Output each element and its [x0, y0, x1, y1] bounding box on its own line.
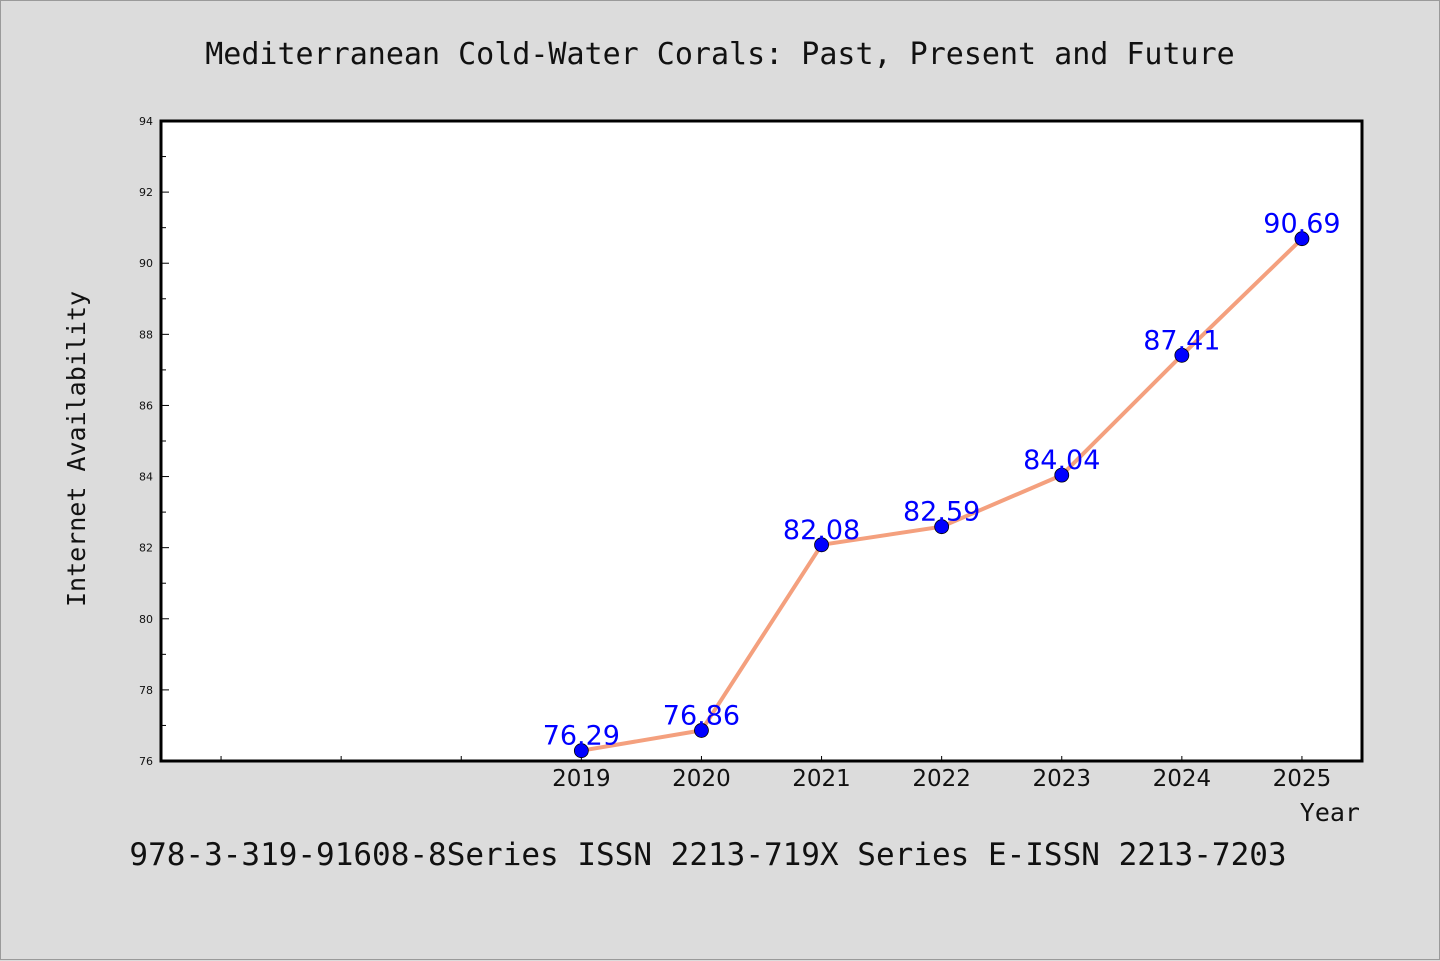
x-axis-label: Year — [1300, 798, 1360, 827]
data-label: 87.41 — [1143, 325, 1220, 356]
chart-title: Mediterranean Cold-Water Corals: Past, P… — [205, 37, 1235, 72]
x-tick-label: 2021 — [792, 766, 851, 792]
data-point — [694, 723, 709, 738]
y-tick-label: 94 — [139, 115, 153, 128]
data-label: 76.29 — [543, 721, 620, 752]
series-layer — [573, 231, 1310, 759]
data-point — [1294, 231, 1310, 247]
data-label: 90.69 — [1263, 209, 1340, 240]
x-tick-label: 2019 — [552, 766, 611, 792]
y-tick-label: 84 — [139, 471, 153, 484]
x-tick-label: 2020 — [672, 766, 731, 792]
plot-area — [159, 119, 1364, 763]
y-tick-label: 88 — [139, 328, 153, 341]
y-tick-label: 76 — [139, 755, 153, 768]
y-axis: 76 78 80 82 84 86 88 90 92 94 — [139, 115, 169, 768]
x-tick-label: 2022 — [912, 766, 971, 792]
data-point — [1054, 467, 1070, 483]
y-tick-label: 78 — [139, 684, 153, 697]
data-label: 82.59 — [903, 497, 980, 528]
y-tick-label: 80 — [139, 613, 153, 626]
data-labels: 76.29 76.86 82.08 82.59 84.04 87.41 90.69 — [543, 209, 1341, 752]
y-tick-label: 82 — [139, 542, 153, 555]
x-tick-label: 2024 — [1153, 766, 1212, 792]
data-point — [814, 537, 829, 553]
footer-isbn-text: 978-3-319-91608-8Series ISSN 2213-719X S… — [129, 837, 1286, 873]
x-tick-label: 2025 — [1273, 766, 1332, 792]
x-tick-label: 2023 — [1032, 766, 1091, 792]
data-label: 76.86 — [663, 700, 740, 731]
data-label: 82.08 — [783, 515, 860, 546]
y-tick-label: 92 — [139, 186, 153, 199]
y-axis-label: Internet Availability — [62, 291, 91, 607]
data-point — [1174, 347, 1190, 363]
y-tick-label: 86 — [139, 399, 153, 412]
y-tick-label: 90 — [139, 257, 153, 270]
data-point — [573, 743, 589, 759]
x-axis: 2019 2020 2021 2022 2023 2024 2025 — [220, 756, 1332, 792]
data-label: 84.04 — [1023, 445, 1100, 476]
data-point — [934, 519, 950, 535]
